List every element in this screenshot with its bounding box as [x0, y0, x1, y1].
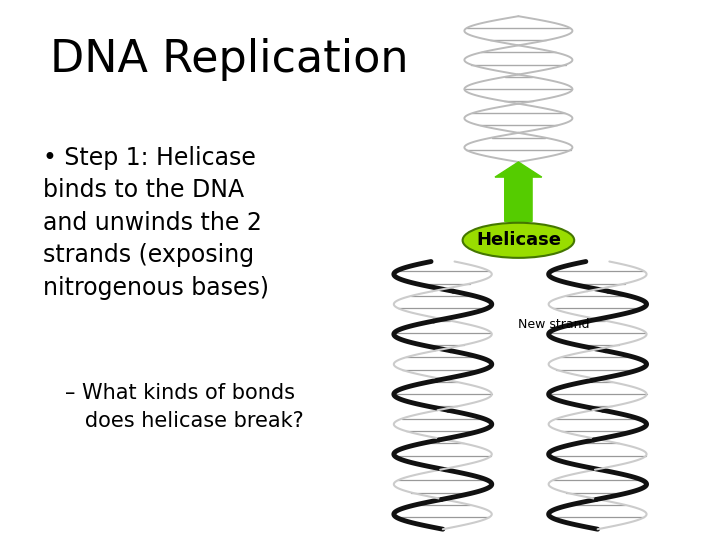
Text: • Step 1: Helicase
binds to the DNA
and unwinds the 2
strands (exposing
nitrogen: • Step 1: Helicase binds to the DNA and … [43, 146, 269, 300]
Text: DNA Replication: DNA Replication [50, 38, 409, 81]
Text: Helicase: Helicase [476, 231, 561, 249]
Ellipse shape [462, 222, 575, 258]
FancyArrow shape [495, 162, 541, 221]
Text: – What kinds of bonds
   does helicase break?: – What kinds of bonds does helicase brea… [65, 383, 304, 430]
Text: New strand: New strand [518, 318, 590, 330]
